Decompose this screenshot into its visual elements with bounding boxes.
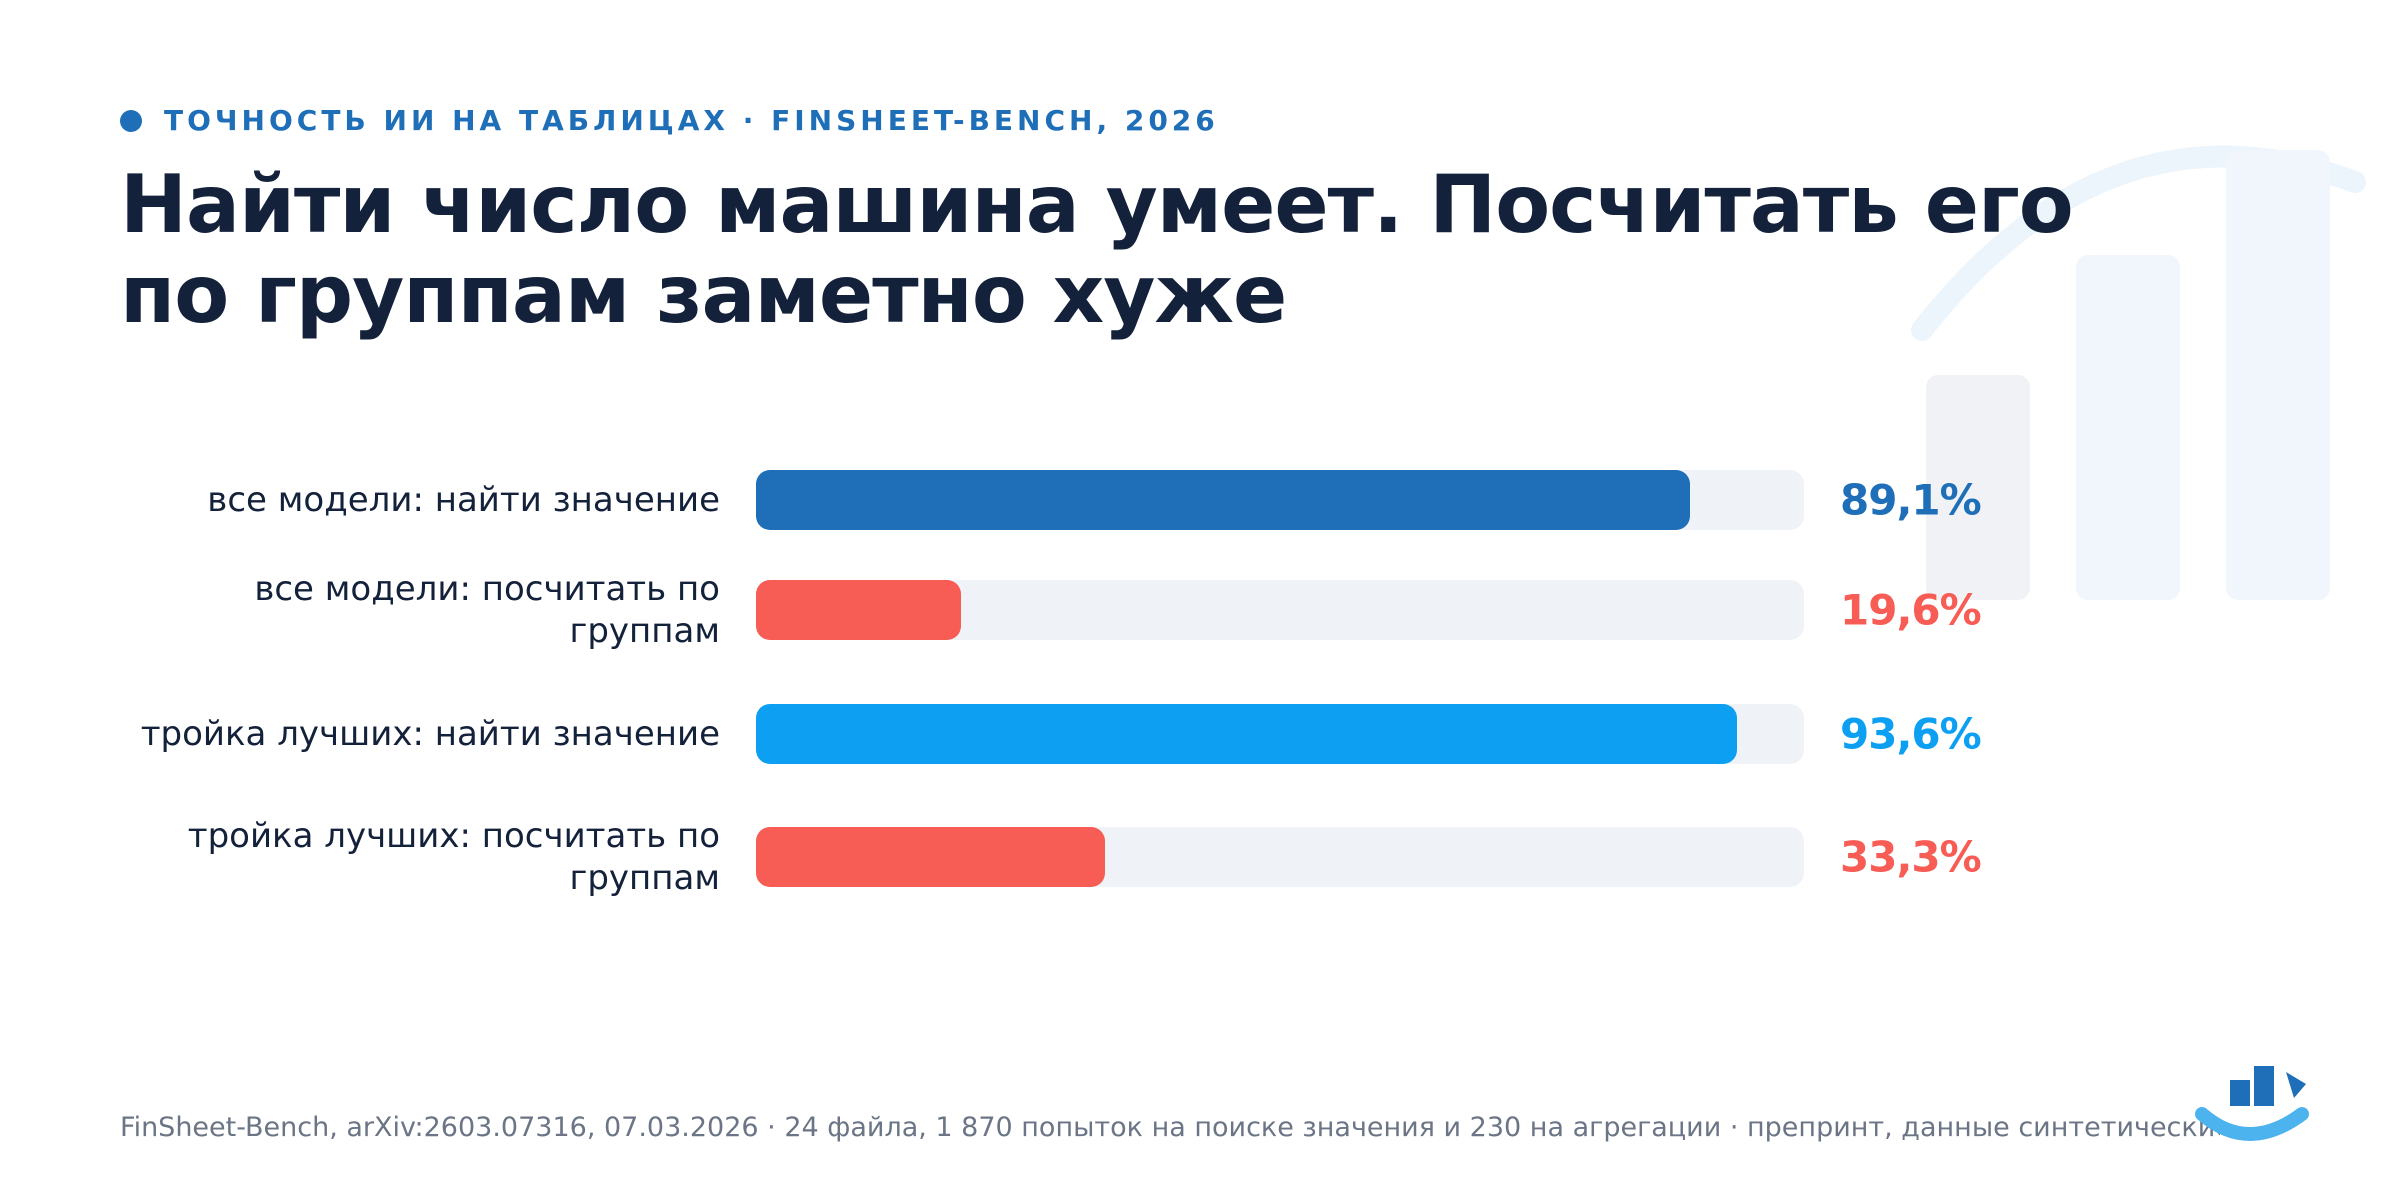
bar — [756, 704, 1737, 764]
bar-track — [756, 580, 1804, 640]
kicker-dot-icon — [120, 109, 142, 132]
bar — [756, 827, 1105, 887]
logo-wedge — [2286, 1072, 2306, 1098]
bar-track — [756, 470, 1804, 530]
category-label: тройка лучших: посчитать по группам — [187, 816, 720, 898]
category-label: все модели: посчитать по группам — [254, 569, 720, 651]
bar-track — [756, 704, 1804, 764]
decor-bar-1 — [1926, 375, 2030, 600]
bar-track — [756, 827, 1804, 887]
bar — [756, 470, 1690, 530]
category-label: все модели: найти значение — [207, 480, 720, 520]
data-label: 89,1% — [1840, 475, 1982, 525]
kicker: ТОЧНОСТЬ ИИ НА ТАБЛИЦАХ · FINSHEET-BENCH… — [120, 104, 1219, 137]
decor-bar-3 — [2226, 150, 2330, 600]
bar — [756, 580, 962, 640]
category-label: тройка лучших: найти значение — [140, 714, 720, 754]
data-label: 19,6% — [1840, 585, 1982, 635]
headline: Найти число машина умеет. Посчитать его … — [120, 158, 2074, 341]
data-label: 93,6% — [1840, 709, 1982, 759]
logo-icon — [2195, 1066, 2309, 1141]
logo-bar-2 — [2254, 1066, 2274, 1106]
logo-bar-1 — [2230, 1080, 2250, 1106]
data-label: 33,3% — [1840, 832, 1982, 882]
logo-arc — [2195, 1107, 2309, 1141]
decor-bar-2 — [2076, 255, 2180, 600]
source-footnote: FinSheet-Bench, arXiv:2603.07316, 07.03.… — [120, 1112, 2220, 1143]
kicker-text: ТОЧНОСТЬ ИИ НА ТАБЛИЦАХ · FINSHEET-BENCH… — [164, 104, 1219, 137]
